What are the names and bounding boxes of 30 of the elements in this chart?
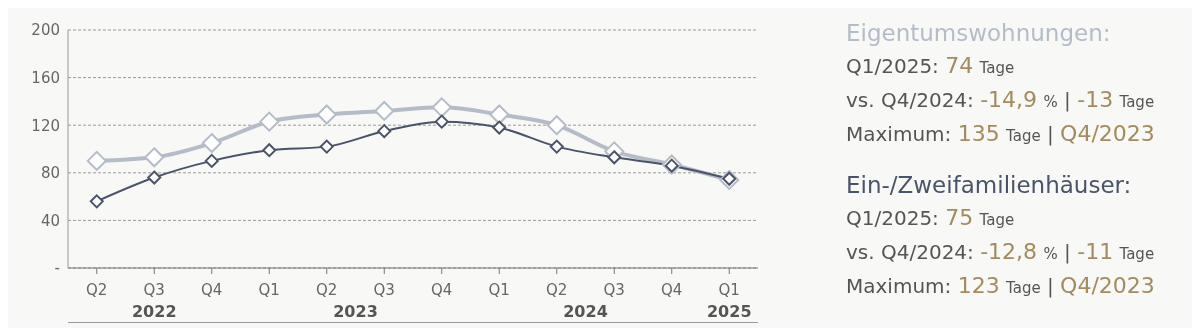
text: vs. Q4/2024: -12,8 % | -11 Tage [846, 238, 1155, 266]
x-tick-label: Q4 [431, 280, 453, 299]
x-tick-label: Q2 [316, 280, 338, 299]
text: Eigentumswohnungen: [846, 20, 1111, 46]
text: Maximum: 135 Tage | Q4/2023 [846, 120, 1155, 148]
text: 2022 [68, 302, 241, 323]
x-tick-label: Q1 [718, 280, 740, 299]
text: 2023 [240, 302, 471, 323]
text: 2025 [700, 302, 758, 323]
y-tick-label: 40 [40, 211, 60, 230]
x-tick-label: Q1 [258, 280, 280, 299]
text: 2024 [470, 302, 701, 323]
x-tick-label: Q3 [373, 280, 395, 299]
y-tick-label: 160 [31, 68, 60, 87]
x-tick-label: Q3 [603, 280, 625, 299]
text: Maximum: 123 Tage | Q4/2023 [846, 272, 1155, 300]
text: Ein-/Zweifamilienhäuser: [846, 172, 1132, 198]
text: Q1/2025: 75 Tage [846, 204, 1016, 232]
x-tick-label: Q4 [661, 280, 683, 299]
x-tick-label: Q3 [143, 280, 165, 299]
y-tick-label: 120 [31, 116, 60, 135]
x-tick-label: Q2 [546, 280, 568, 299]
x-tick-label: Q1 [488, 280, 510, 299]
y-tick-label: 80 [40, 164, 60, 183]
y-tick-label: - [54, 259, 60, 278]
text: Q1/2025: 74 Tage [846, 52, 1016, 80]
text: vs. Q4/2024: -14,9 % | -13 Tage [846, 86, 1155, 114]
y-tick-label: 200 [31, 21, 60, 40]
x-tick-label: Q2 [86, 280, 108, 299]
x-tick-label: Q4 [201, 280, 223, 299]
